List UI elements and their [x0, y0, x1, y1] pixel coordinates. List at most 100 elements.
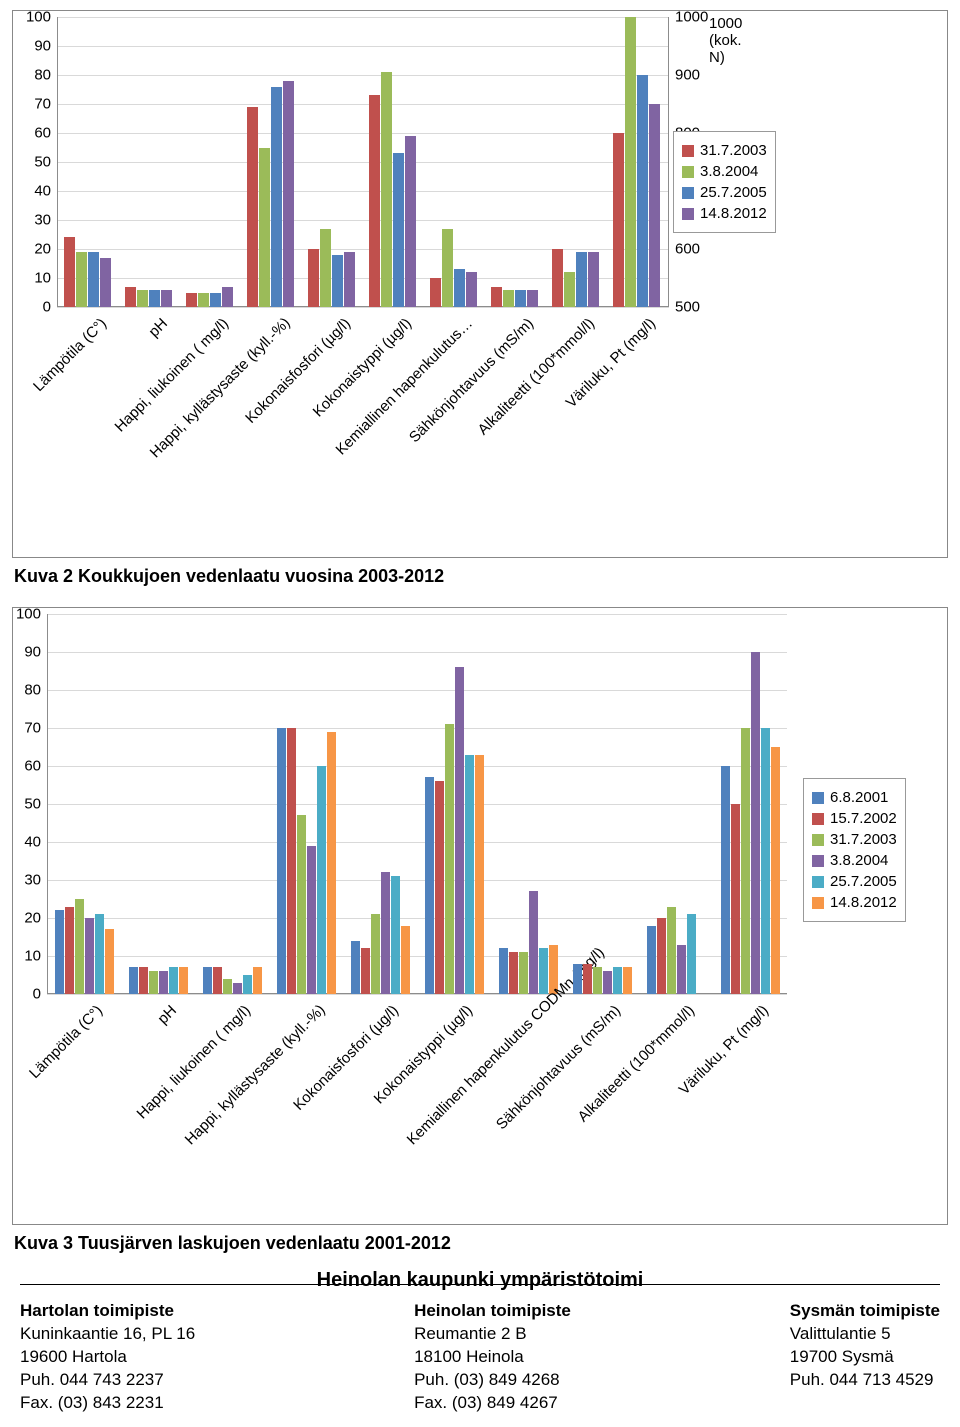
bar [100, 258, 111, 307]
y-tick-label: 100 [16, 606, 47, 623]
bar [466, 272, 477, 307]
legend-swatch [682, 145, 694, 157]
footer-line: Puh. 044 743 2237 [20, 1369, 195, 1392]
legend-label: 3.8.2004 [830, 852, 888, 869]
x-tick-label: Väriluku, Pt (mg/l) [626, 1002, 772, 1148]
bar [761, 728, 770, 994]
y-tick-label: 50 [34, 154, 57, 171]
bar [657, 918, 666, 994]
bar [425, 777, 434, 994]
bar [381, 872, 390, 994]
legend-item: 25.7.2005 [682, 184, 767, 201]
y-tick-label: 40 [24, 834, 47, 851]
bar-group [124, 287, 174, 307]
footer-column: Sysmän toimipisteValittulantie 519700 Sy… [790, 1300, 940, 1415]
footer: Hartolan toimipisteKuninkaantie 16, PL 1… [0, 1296, 960, 1425]
legend-item: 25.7.2005 [812, 873, 897, 890]
bar [751, 652, 760, 994]
plot-area: 0102030405060708090100500600700800900100… [57, 17, 669, 307]
y-tick-label: 10 [24, 948, 47, 965]
legend-item: 31.7.2003 [812, 831, 897, 848]
x-tick-label: Kokonaisfosfori (µg/l) [256, 1002, 402, 1148]
bar [88, 252, 99, 307]
bar [210, 293, 221, 308]
bar [454, 269, 465, 307]
y-tick-label: 100 [26, 9, 57, 26]
bar [435, 781, 444, 994]
bar [741, 728, 750, 994]
bar [243, 975, 252, 994]
bar [603, 971, 612, 994]
y-tick-label: 0 [33, 986, 47, 1003]
bar [137, 290, 148, 307]
y-tick-label: 80 [34, 67, 57, 84]
bar [149, 971, 158, 994]
bar-group [53, 899, 115, 994]
x-tick-label: Kokonaistyppi (µg/l) [330, 1002, 476, 1148]
y-tick-label: 10 [34, 270, 57, 287]
bar-group [349, 872, 411, 994]
bar [731, 804, 740, 994]
bar [647, 926, 656, 994]
legend-swatch [812, 897, 824, 909]
footer-col-head: Hartolan toimipiste [20, 1300, 195, 1323]
y-tick-label: 60 [24, 758, 47, 775]
bar [351, 941, 360, 994]
bar-group [429, 229, 479, 307]
y2-axis-title: 1000 (kok. N) [709, 15, 742, 66]
y-tick-label: 50 [24, 796, 47, 813]
footer-line: Fax. (03) 849 4267 [414, 1392, 571, 1415]
legend-label: 6.8.2001 [830, 789, 888, 806]
legend-swatch [812, 813, 824, 825]
bar [573, 964, 582, 994]
bar [283, 81, 294, 307]
plot-area: 0102030405060708090100Lämpötila (C°)pHHa… [47, 614, 787, 994]
bar [677, 945, 686, 994]
bar [65, 907, 74, 994]
legend: 6.8.200115.7.200231.7.20033.8.200425.7.2… [803, 778, 906, 922]
bar [159, 971, 168, 994]
y-tick-label: 80 [24, 682, 47, 699]
bar [583, 964, 592, 994]
y2-tick-label: 500 [669, 299, 700, 316]
footer-col-head: Sysmän toimipiste [790, 1300, 940, 1323]
bar [179, 967, 188, 994]
bar [332, 255, 343, 307]
bar [405, 136, 416, 307]
bar [576, 252, 587, 307]
legend-label: 25.7.2005 [830, 873, 897, 890]
caption-2: Kuva 3 Tuusjärven laskujoen vedenlaatu 2… [14, 1233, 946, 1254]
bar-group [719, 652, 781, 994]
bar [539, 948, 548, 994]
bar [623, 967, 632, 994]
bar [297, 815, 306, 994]
bar [613, 133, 624, 307]
bar [430, 278, 441, 307]
bar [503, 290, 514, 307]
bar [613, 967, 622, 994]
bar [552, 249, 563, 307]
bar-group [246, 81, 296, 307]
bar [186, 293, 197, 308]
bar-group [368, 72, 418, 307]
bar [637, 75, 648, 307]
x-tick-label: pH [34, 1002, 180, 1148]
bar [64, 237, 75, 307]
bar [393, 153, 404, 307]
bar [593, 967, 602, 994]
legend-swatch [812, 792, 824, 804]
bar [203, 967, 212, 994]
y-tick-label: 60 [34, 125, 57, 142]
bar-group [645, 907, 707, 994]
legend-item: 6.8.2001 [812, 789, 897, 806]
bar [369, 95, 380, 307]
bar-group [63, 237, 113, 307]
bar [129, 967, 138, 994]
y2-tick-label: 600 [669, 241, 700, 258]
legend-item: 31.7.2003 [682, 142, 767, 159]
y-tick-label: 40 [34, 183, 57, 200]
bar [515, 290, 526, 307]
bar-group [127, 967, 189, 994]
bar [529, 891, 538, 994]
bar [588, 252, 599, 307]
